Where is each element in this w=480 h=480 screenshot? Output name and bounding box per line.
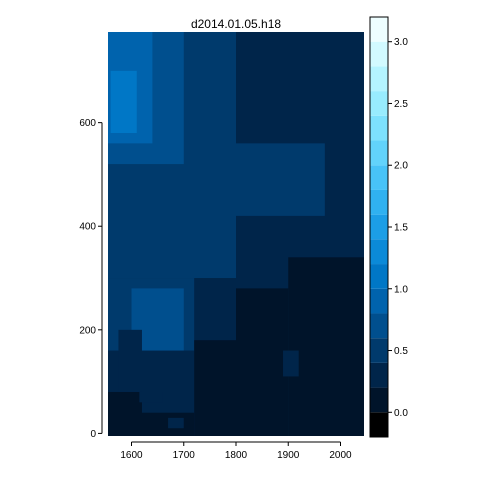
heatmap-cell-region <box>236 288 288 436</box>
heatmap-cell-region <box>236 143 325 216</box>
colorbar-swatch <box>370 165 388 190</box>
heatmap-cell-region <box>168 418 184 428</box>
y-tick-label: 200 <box>79 325 96 336</box>
colorbar-tick-label: 2.5 <box>394 99 408 110</box>
heatmap-cell-region <box>108 392 142 436</box>
y-tick-label: 0 <box>90 429 96 440</box>
y-axis: 0 200 400 600 <box>79 118 102 440</box>
colorbar-swatch <box>370 338 388 363</box>
x-tick-label: 1800 <box>225 450 248 461</box>
colorbar-tick-label: 0.5 <box>394 346 408 357</box>
colorbar-swatch <box>370 412 388 437</box>
colorbar-tick-label: 2.0 <box>394 161 408 172</box>
colorbar-swatch <box>370 190 388 215</box>
colorbar-tick-label: 0.0 <box>394 408 408 419</box>
colorbar-swatch <box>370 289 388 314</box>
x-axis: 1600 1700 1800 1900 2000 <box>120 442 352 461</box>
chart-title: d2014.01.05.h18 <box>191 17 281 31</box>
heatmap-cell-region <box>118 330 142 392</box>
y-tick-label: 600 <box>79 118 96 129</box>
colorbar-tick-label: 1.0 <box>394 284 408 295</box>
colorbar <box>370 17 388 437</box>
colorbar-swatch <box>370 363 388 388</box>
colorbar-tick-label: 3.0 <box>394 37 408 48</box>
colorbar-swatch <box>370 215 388 240</box>
colorbar-tick-label: 1.5 <box>394 223 408 234</box>
colorbar-swatch <box>370 313 388 338</box>
colorbar-swatch <box>370 239 388 264</box>
y-tick-label: 400 <box>79 222 96 233</box>
colorbar-axis: 0.0 0.5 1.0 1.5 2.0 2.5 3.0 <box>388 37 408 419</box>
heatmap-cell-region <box>139 392 163 402</box>
colorbar-swatch <box>370 388 388 413</box>
colorbar-swatch <box>370 264 388 289</box>
x-tick-label: 1900 <box>277 450 300 461</box>
colorbar-swatch <box>370 116 388 141</box>
colorbar-swatch <box>370 66 388 91</box>
heatmap-cell-region <box>288 257 364 436</box>
x-tick-label: 1600 <box>120 450 143 461</box>
colorbar-swatch <box>370 42 388 67</box>
colorbar-swatch <box>370 91 388 116</box>
colorbar-swatch <box>370 17 388 42</box>
heatmap-cell-region <box>283 351 299 377</box>
x-tick-label: 1700 <box>173 450 196 461</box>
heatmap <box>108 32 364 436</box>
colorbar-swatch <box>370 141 388 166</box>
heatmap-cell-region <box>194 340 236 436</box>
heatmap-cell-region <box>111 71 137 133</box>
x-tick-label: 2000 <box>329 450 352 461</box>
